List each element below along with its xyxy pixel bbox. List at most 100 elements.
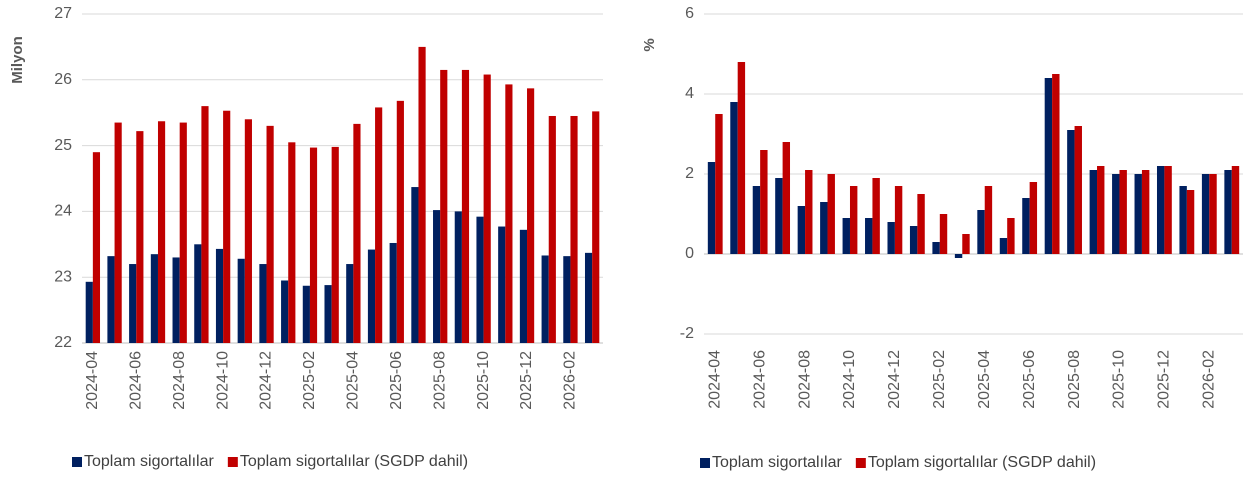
legend-label: Toplam sigortalılar — [712, 454, 843, 471]
bar — [584, 252, 593, 343]
bar — [259, 264, 267, 343]
bar — [805, 170, 813, 254]
bar — [527, 88, 535, 343]
bar — [454, 211, 462, 343]
bar — [932, 242, 940, 254]
bar — [324, 285, 332, 343]
bar — [498, 226, 506, 343]
bar — [461, 69, 470, 344]
x-tick-label: 2025-04 — [345, 351, 362, 410]
y-axis-label: % — [641, 38, 658, 51]
bar — [887, 222, 895, 254]
y-tick-label: 0 — [685, 245, 694, 262]
bar — [1029, 182, 1038, 254]
x-tick-label: 2024-10 — [841, 350, 858, 409]
bar — [1052, 74, 1060, 254]
x-tick-label: 2024-06 — [127, 351, 144, 410]
x-tick-label: 2025-10 — [475, 351, 492, 410]
bar — [894, 186, 903, 254]
x-tick-label: 2024-04 — [84, 351, 101, 410]
bar — [1089, 170, 1098, 254]
bar — [548, 115, 556, 344]
bar — [309, 147, 318, 343]
bar — [1134, 174, 1142, 254]
bar — [999, 238, 1008, 254]
x-tick-label: 2024-08 — [796, 350, 813, 409]
y-tick-label: 23 — [54, 268, 72, 285]
bar — [302, 285, 310, 343]
x-tick-label: 2025-06 — [388, 351, 405, 410]
bar — [954, 254, 963, 258]
bar — [179, 122, 187, 343]
bar — [782, 142, 791, 254]
bar — [389, 242, 397, 343]
bar — [737, 62, 746, 254]
bar — [1156, 166, 1165, 254]
x-tick-label: 2025-02 — [301, 351, 318, 410]
legend-label: Toplam sigortalılar (SGDP dahil) — [240, 453, 468, 470]
bar — [1209, 174, 1217, 254]
bar — [367, 249, 376, 343]
legend-label: Toplam sigortalılar (SGDP dahil) — [868, 454, 1096, 471]
bar — [1044, 78, 1053, 254]
bar — [730, 102, 738, 254]
bar — [1224, 170, 1232, 254]
legend-swatch — [72, 457, 82, 467]
bar — [440, 69, 448, 344]
bar — [519, 229, 528, 343]
bar — [433, 210, 441, 343]
bar — [1186, 190, 1195, 254]
bar — [346, 264, 354, 343]
bar — [244, 119, 252, 343]
bar — [917, 194, 925, 254]
bar — [775, 178, 783, 254]
y-tick-label: 24 — [54, 203, 72, 220]
bar — [570, 115, 578, 344]
bar — [977, 210, 985, 254]
x-tick-label: 2024-04 — [706, 350, 723, 409]
bar — [872, 178, 880, 254]
x-tick-label: 2026-02 — [562, 351, 579, 410]
bar — [865, 218, 873, 254]
bar — [237, 258, 245, 343]
y-tick-label: 27 — [54, 5, 72, 22]
bar — [1164, 166, 1172, 254]
bar — [797, 206, 806, 254]
bar — [541, 255, 549, 343]
legend-label: Toplam sigortalılar — [84, 453, 215, 470]
bar — [1067, 130, 1075, 254]
bar — [92, 152, 101, 343]
x-tick-label: 2025-10 — [1111, 350, 1128, 409]
legend-swatch — [700, 458, 710, 468]
x-tick-label: 2025-04 — [976, 350, 993, 409]
x-tick-label: 2025-06 — [1021, 350, 1038, 409]
x-tick-label: 2024-12 — [886, 350, 903, 409]
x-tick-label: 2025-08 — [431, 351, 448, 410]
bar — [194, 244, 202, 343]
bar — [331, 146, 339, 343]
x-tick-label: 2025-02 — [931, 350, 948, 409]
y-tick-label: -2 — [680, 325, 694, 342]
bar — [1201, 174, 1210, 254]
bar — [962, 234, 970, 254]
bar — [215, 248, 224, 343]
y-tick-label: 4 — [685, 85, 694, 102]
bar — [281, 280, 289, 343]
x-tick-label: 2026-02 — [1201, 350, 1218, 409]
bar — [760, 150, 768, 254]
y-tick-label: 25 — [54, 137, 72, 154]
bar — [505, 84, 513, 343]
bar — [1231, 166, 1240, 254]
bar — [114, 122, 122, 343]
bar — [157, 121, 166, 343]
bar — [849, 186, 858, 254]
x-tick-label: 2025-12 — [518, 351, 535, 410]
bar — [411, 187, 419, 343]
bar — [707, 162, 716, 254]
y-tick-label: 26 — [54, 71, 72, 88]
bar — [136, 131, 144, 343]
x-tick-label: 2024-10 — [214, 351, 231, 410]
bar — [483, 74, 491, 343]
bar — [984, 186, 993, 254]
